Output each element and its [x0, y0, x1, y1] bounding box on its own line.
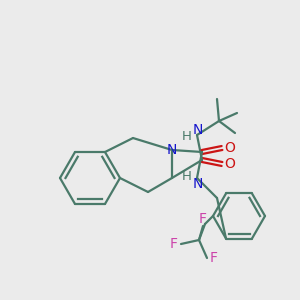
Text: F: F [170, 237, 178, 251]
Text: N: N [167, 143, 177, 157]
Text: O: O [225, 141, 236, 155]
Text: H: H [182, 130, 192, 143]
Text: N: N [193, 123, 203, 137]
Text: H: H [182, 169, 192, 182]
Text: N: N [193, 177, 203, 191]
Text: F: F [210, 251, 218, 265]
Text: F: F [199, 212, 207, 226]
Text: O: O [225, 157, 236, 171]
